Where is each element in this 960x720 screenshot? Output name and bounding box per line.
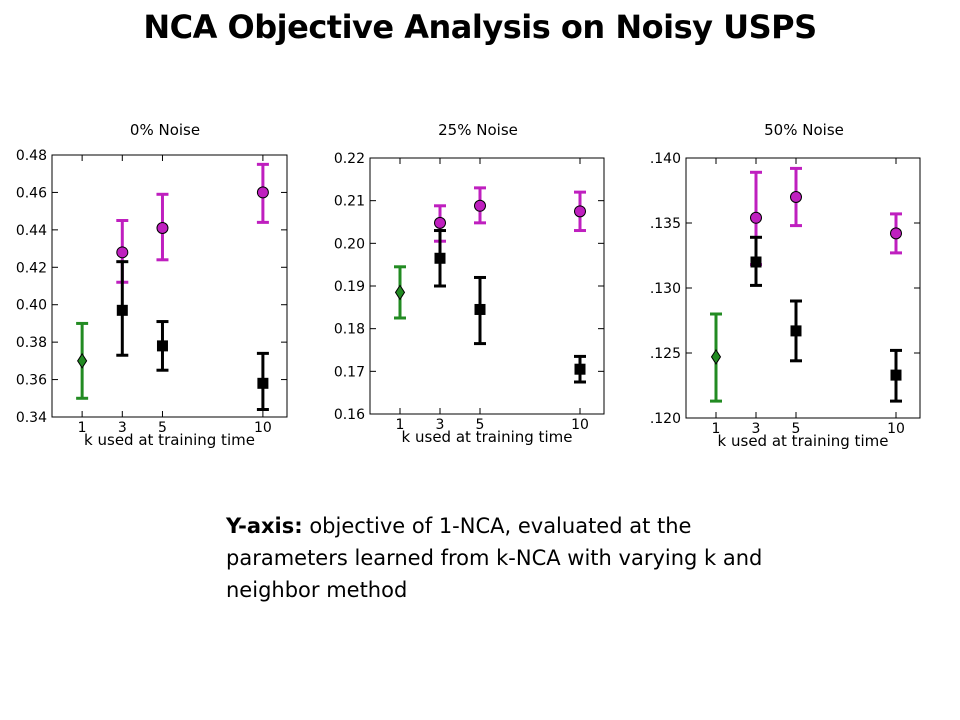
y-tick-label: 0.36 [16,373,47,389]
x-tick-label: 5 [792,421,801,437]
y-tick-label: .125 [650,346,681,362]
data-point-square [890,369,902,381]
y-tick-label: 0.40 [16,298,47,314]
panel-title-25-noise: 25% Noise [438,121,518,139]
data-point-square [790,325,802,337]
y-tick-label: 0.46 [16,185,47,201]
data-point-circle [156,221,169,234]
data-point-diamond [710,348,722,365]
plot-frame [685,157,921,419]
y-tick-label: 0.21 [334,194,365,210]
x-tick-label: 10 [571,417,589,433]
x-tick-label: 1 [712,421,721,437]
caption: Y-axis: objective of 1-NCA, evaluated at… [226,510,786,606]
y-tick-label: 0.22 [334,151,365,167]
y-tick-label: 0.48 [16,148,47,164]
y-tick-label: .135 [650,216,681,232]
y-tick-label: .130 [650,281,681,297]
data-point-square [434,252,446,264]
slide-title: NCA Objective Analysis on Noisy USPS [143,8,817,46]
y-tick-label: .140 [650,151,681,167]
data-point-circle [750,211,762,224]
y-tick-label: .120 [650,411,681,427]
y-tick-label: 0.18 [334,322,365,338]
y-tick-label: 0.17 [334,364,365,380]
plot-frame [51,154,288,418]
x-tick-label: 3 [118,420,127,436]
data-point-square [116,304,128,316]
caption-label: Y-axis: [226,514,303,538]
x-axis-label: k used at training time [402,428,573,446]
y-tick-label: 0.19 [334,279,365,295]
data-point-diamond [77,352,88,369]
x-tick-label: 5 [158,420,167,436]
x-tick-label: 1 [396,417,405,433]
y-tick-label: 0.20 [334,236,365,252]
x-tick-label: 3 [752,421,761,437]
x-tick-label: 1 [78,420,87,436]
data-point-circle [434,216,446,229]
data-point-circle [256,186,269,199]
x-axis-label: k used at training time [718,432,889,450]
x-tick-label: 5 [476,417,485,433]
panel-title-0-noise: 0% Noise [129,121,201,139]
x-tick-label: 10 [887,421,905,437]
data-point-square [750,256,762,268]
y-tick-label: 0.38 [16,335,47,351]
y-tick-label: 0.34 [16,410,47,426]
x-tick-label: 3 [436,417,445,433]
data-point-diamond [394,284,406,301]
y-tick-label: 0.16 [334,407,365,423]
data-point-square [156,340,168,352]
data-point-square [257,377,269,389]
panel-title-50-noise: 50% Noise [764,121,844,139]
data-point-circle [116,246,129,259]
x-tick-label: 10 [254,420,272,436]
y-tick-label: 0.42 [16,260,47,276]
data-point-circle [474,199,486,212]
data-point-square [474,303,486,315]
x-axis-label: k used at training time [84,431,255,449]
data-point-circle [790,191,802,203]
y-tick-label: 0.44 [16,223,47,239]
caption-text: objective of 1-NCA, evaluated at the par… [226,514,763,602]
data-point-circle [890,227,902,240]
data-point-circle [574,205,586,218]
plot-frame [369,157,605,415]
data-point-square [574,363,586,375]
